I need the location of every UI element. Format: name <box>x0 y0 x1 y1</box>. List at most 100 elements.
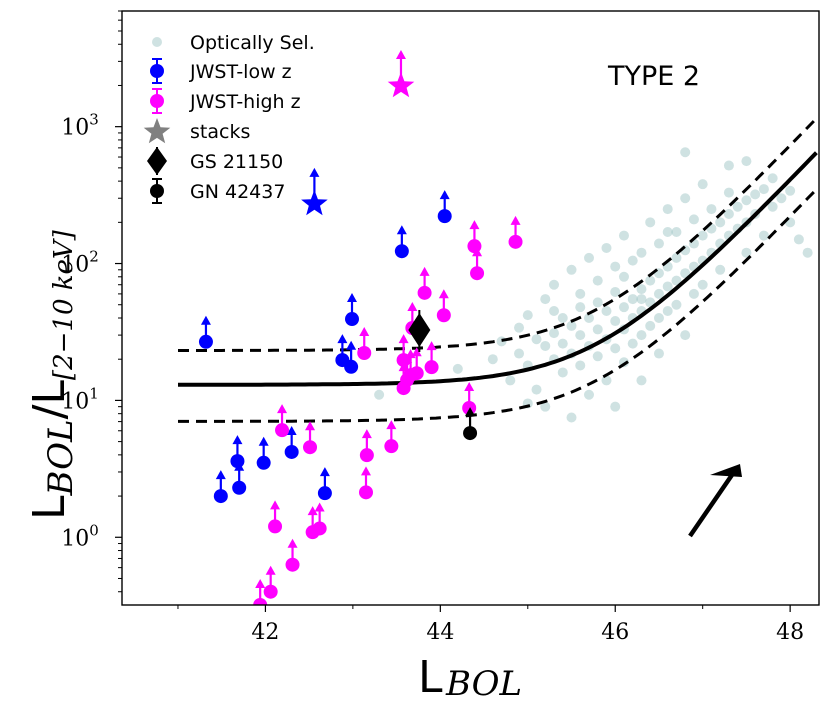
y-tick-exponent: 0 <box>89 521 99 539</box>
optically-selected-point <box>592 324 603 335</box>
jwst-low-z-circle-marker <box>394 244 409 259</box>
optically-selected-point <box>723 209 734 220</box>
optically-selected-point <box>671 299 682 310</box>
jwst-low-z-circle-marker <box>344 359 359 374</box>
jwst-low-z-limit-head <box>200 315 211 325</box>
optically-selected-point <box>706 204 717 215</box>
optically-selected-point <box>645 217 656 228</box>
jwst-low-z-limit-head <box>346 340 357 350</box>
optically-selected-point <box>688 288 699 299</box>
optically-selected-point <box>531 384 542 395</box>
jwst-high-z-limit-head <box>419 266 430 276</box>
jwst-high-z-circle-marker <box>359 448 374 463</box>
optically-selected-point <box>452 363 463 374</box>
optically-selected-point <box>715 264 726 275</box>
optically-selected-point <box>653 288 664 299</box>
jwst-low-z-limit-head <box>396 225 407 235</box>
jwst-high-z-limit-head <box>426 341 437 351</box>
jwst-low-z-point <box>344 340 359 374</box>
jwst-high-z-circle-marker <box>424 360 439 375</box>
jwst-high-z-point <box>358 466 373 500</box>
jwst-high-z-limit-head <box>307 506 318 516</box>
stacks-point <box>387 49 415 98</box>
optically-selected-point <box>610 343 621 354</box>
jwst-high-z-circle-marker <box>417 285 432 300</box>
jwst-high-z-circle-marker <box>470 266 485 281</box>
optically-selected-point <box>557 313 568 324</box>
optically-selected-point <box>671 275 682 286</box>
optically-selected-point <box>549 279 560 290</box>
jwst-high-z-circle-marker <box>384 439 399 454</box>
x-ticks: 42 44 46 48 <box>177 605 804 645</box>
jwst-high-z-point <box>357 326 372 360</box>
optically-selected-point <box>557 338 568 349</box>
jwst-low-z-circle-marker <box>198 334 213 349</box>
optically-selected-point <box>636 330 647 341</box>
gn-42437-point <box>463 407 478 441</box>
optically-selected-point <box>776 193 787 204</box>
jwst-high-z-point <box>462 382 477 416</box>
optically-selected-point <box>618 302 629 313</box>
jwst-low-z-circle-marker <box>317 486 332 501</box>
optically-selected-point <box>610 261 621 272</box>
fit-central-line <box>178 151 818 387</box>
x-tick-label: 46 <box>601 620 629 645</box>
x-axis-label-main: L <box>418 652 443 703</box>
jwst-high-z-circle-marker <box>303 440 318 455</box>
optically-selected-point <box>680 193 691 204</box>
optically-selected-point <box>583 389 594 400</box>
optically-selected-point <box>680 147 691 158</box>
jwst-low-z-circle-marker <box>437 209 452 224</box>
jwst-low-z-point <box>213 470 228 504</box>
optically-selected-point <box>645 320 656 331</box>
y-tick-label: 100 <box>61 521 99 551</box>
jwst-high-z-point <box>417 266 432 300</box>
jwst-low-z-point <box>232 461 247 495</box>
jwst-low-z-limit-head <box>232 435 243 445</box>
y-tick-base: 10 <box>61 526 89 551</box>
jwst-low-z-limit-head <box>439 190 450 200</box>
stacks-star-marker <box>387 72 415 98</box>
arrow-shaft <box>688 470 736 538</box>
optically-selected-point <box>793 234 804 245</box>
optically-selected-point <box>636 294 647 305</box>
optically-selected-point <box>610 286 621 297</box>
y-axis-label: LBOL/L[2−10 keV] <box>24 229 81 520</box>
legend-marker-star <box>143 118 171 144</box>
jwst-high-z-limit-head <box>411 347 422 357</box>
jwst-high-z-circle-marker <box>467 239 482 254</box>
jwst-high-z-point <box>436 289 451 323</box>
jwst-low-z-circle-marker <box>345 312 360 327</box>
optically-selected-point <box>680 268 691 279</box>
jwst-low-z-circle-marker <box>230 454 245 469</box>
x-tick-label: 44 <box>426 620 454 645</box>
jwst-low-z-point <box>284 425 299 459</box>
jwst-high-z-limit-head <box>255 579 266 588</box>
jwst-high-z-limit-head <box>386 420 397 430</box>
jwst-high-z-circle-marker <box>263 584 278 599</box>
optically-selected-point <box>627 338 638 349</box>
optically-selected-point <box>566 320 577 331</box>
legend-marker-circle <box>150 184 164 198</box>
gn-42437-circle-marker <box>463 426 478 441</box>
gs-21150-diamond-marker <box>408 312 431 347</box>
jwst-high-z-point <box>312 502 327 536</box>
stacks-point <box>301 167 328 216</box>
y-label-slash: / <box>24 404 75 419</box>
optically-selected-point <box>697 230 708 241</box>
jwst-low-z-limit-head <box>347 293 358 303</box>
axes <box>121 10 820 606</box>
optically-selected-point <box>627 255 638 266</box>
optically-selected-point <box>557 367 568 378</box>
legend-entry-gs-21150: GS 21150 <box>147 147 283 175</box>
x-axis-label: L BOL <box>418 652 522 704</box>
optically-selected-point <box>522 310 533 321</box>
stacks-star-marker <box>301 189 328 216</box>
jwst-high-z-limit-head <box>265 565 276 575</box>
jwst-low-z-limit-head <box>337 334 348 344</box>
optically-selected-point <box>549 305 560 316</box>
jwst-points <box>198 49 523 605</box>
fit-upper-bound-line <box>178 117 818 352</box>
optically-selected-point <box>688 214 699 225</box>
optically-selected-point <box>662 305 673 316</box>
